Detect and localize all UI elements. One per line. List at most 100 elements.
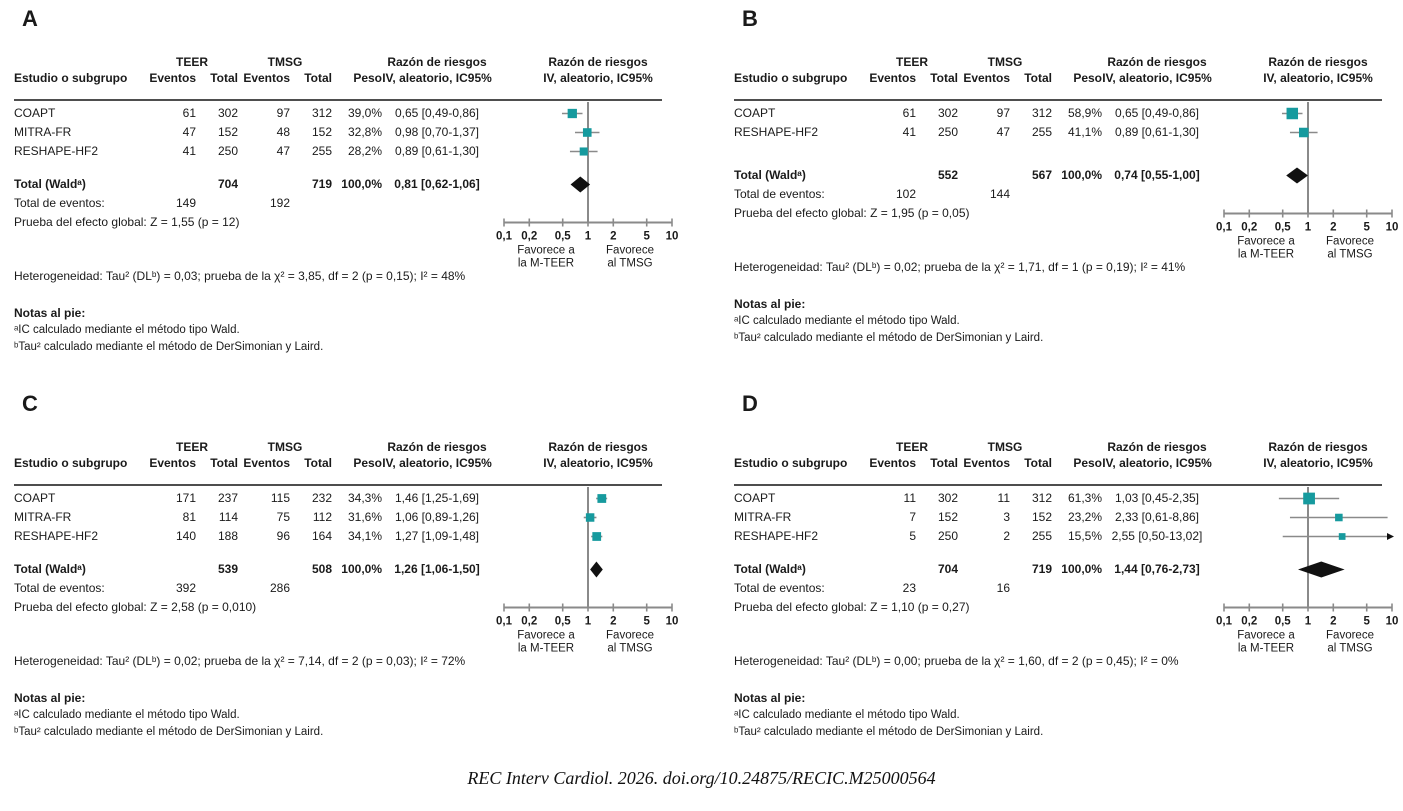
cell: 41 bbox=[902, 125, 916, 139]
cell: 32,8% bbox=[347, 125, 382, 139]
tick-label: 2 bbox=[1330, 616, 1336, 628]
forest-panel-d: D TEER TMSG Razón de riesgos Estudio o subgr… bbox=[706, 385, 1403, 770]
cell: 250 bbox=[217, 144, 238, 158]
tick-label: 5 bbox=[1364, 616, 1371, 628]
cell: 152 bbox=[1031, 510, 1052, 524]
effect-test-text: Prueba del efecto global: Z = 1,95 (p = … bbox=[734, 206, 970, 220]
cell: 23,2% bbox=[1067, 510, 1102, 524]
tick-label: 0,1 bbox=[496, 231, 513, 243]
cell: 719 bbox=[311, 177, 332, 191]
footnotes-title: Notas al pie: bbox=[14, 691, 86, 705]
cell: Total de eventos: bbox=[14, 196, 105, 210]
cell: 1,46 [1,25-1,69] bbox=[394, 491, 480, 505]
plot-header-line1: Razón de riesgos bbox=[548, 440, 648, 454]
cell: 188 bbox=[217, 529, 238, 543]
footnote: ᵃIC calculado mediante el método tipo Wa… bbox=[14, 709, 240, 721]
favors-right-label: Favorece bbox=[606, 245, 654, 257]
total-events-row: Total de eventos: 392 286 bbox=[14, 579, 664, 598]
cell: MITRA-FR bbox=[14, 125, 72, 139]
panel-inner: D TEER TMSG Razón de riesgos Estudio o subgr… bbox=[734, 385, 1403, 770]
cell: 61 bbox=[182, 106, 196, 120]
footnote: ᵇTau² calculado mediante el método de De… bbox=[734, 726, 1044, 738]
cell: 75 bbox=[276, 510, 290, 524]
total-row: Total (Waldᵃ) 704 719 100,0% 1,44 [0,76-2,73… bbox=[734, 560, 1384, 579]
summary-diamond bbox=[1297, 561, 1345, 578]
col-header-rr-2: IV, aleatorio, IC95% bbox=[1102, 456, 1212, 470]
summary-diamond bbox=[570, 176, 591, 193]
cell: MITRA-FR bbox=[734, 510, 792, 524]
col-header-events-teer: Eventos bbox=[869, 456, 916, 470]
cell: 255 bbox=[311, 144, 332, 158]
cell: 250 bbox=[937, 529, 958, 543]
cell: 114 bbox=[218, 510, 238, 524]
cell: 15,5% bbox=[1067, 529, 1102, 543]
favors-right-label: al TMSG bbox=[607, 258, 652, 270]
panel-label: A bbox=[22, 6, 39, 31]
tick-label: 0,5 bbox=[555, 616, 572, 628]
cell: 100,0% bbox=[1061, 562, 1102, 576]
table-header: TEER TMSG Razón de riesgos Estudio o subgru… bbox=[14, 439, 492, 471]
col-group-teer: TEER bbox=[175, 440, 208, 454]
col-header-total-tmsg: Total bbox=[304, 71, 332, 85]
study-marker bbox=[585, 513, 595, 522]
total-events-row: Total de eventos: 149 192 bbox=[14, 194, 664, 213]
col-group-teer: TEER bbox=[175, 55, 208, 69]
panel-label: B bbox=[742, 6, 759, 31]
total-row: Total (Waldᵃ) 552 567 100,0% 0,74 [0,55-1,00… bbox=[734, 166, 1384, 185]
col-header-events-tmsg: Eventos bbox=[243, 456, 290, 470]
cell: 47 bbox=[996, 125, 1010, 139]
header-rule bbox=[14, 99, 662, 101]
tick-label: 10 bbox=[666, 616, 679, 628]
cell: 0,89 [0,61-1,30] bbox=[394, 144, 480, 158]
favors-left-label: Favorece a bbox=[1237, 236, 1295, 248]
col-header-weight: Peso bbox=[1073, 71, 1102, 85]
effect-test-text: Prueba del efecto global: Z = 1,55 (p = … bbox=[14, 215, 240, 229]
study-marker bbox=[579, 147, 588, 156]
cell: Total (Waldᵃ) bbox=[14, 177, 86, 191]
total-row: Total (Waldᵃ) 539 508 100,0% 1,26 [1,06-1,50… bbox=[14, 560, 664, 579]
cell: 302 bbox=[937, 106, 958, 120]
favors-right-label: Favorece bbox=[1326, 236, 1374, 248]
cell: 81 bbox=[182, 510, 196, 524]
study-row: RESHAPE-HF2 41 250 47 255 28,2% 0,89 [0,61-1,3… bbox=[14, 142, 664, 161]
plot-header-line1: Razón de riesgos bbox=[1268, 440, 1368, 454]
heterogeneity-text: Heterogeneidad: Tau² (DLᵇ) = 0,00; prueb… bbox=[734, 654, 1179, 668]
col-header-study: Estudio o subgrupo bbox=[14, 456, 128, 470]
summary-diamond bbox=[1286, 167, 1308, 184]
forest-plot-svg: 0,1 0,2 0,5 1 2 5 10 Favorece ala M-TEER Favorec… bbox=[1216, 102, 1398, 261]
favors-right-label: al TMSG bbox=[1327, 643, 1372, 655]
tick-label: 0,1 bbox=[1216, 616, 1233, 628]
citation: REC Interv Cardiol. 2026. doi.org/10.248… bbox=[467, 768, 936, 788]
cell bbox=[196, 194, 238, 213]
study-row: RESHAPE-HF2 140 188 96 164 34,1% 1,27 [1,09-1,… bbox=[14, 527, 664, 546]
table-header: TEER TMSG Razón de riesgos Estudio o subgru… bbox=[734, 439, 1212, 471]
col-header-total-teer: Total bbox=[210, 456, 238, 470]
cell: 152 bbox=[311, 125, 332, 139]
cell: 41,1% bbox=[1067, 125, 1102, 139]
forest-panel-a: A TEER TMSG Razón de riesgos Estudio o subgr… bbox=[0, 0, 706, 385]
study-marker bbox=[582, 128, 592, 137]
footnote: ᵃIC calculado mediante el método tipo Wa… bbox=[14, 324, 240, 336]
cell: 237 bbox=[217, 491, 238, 505]
header-rule bbox=[734, 484, 1382, 486]
cell: 302 bbox=[217, 106, 238, 120]
cell bbox=[332, 579, 382, 598]
favors-left-label: la M-TEER bbox=[1238, 643, 1294, 655]
plot-header-line2: IV, aleatorio, IC95% bbox=[1263, 456, 1373, 470]
cell: 144 bbox=[989, 187, 1010, 201]
cell: 140 bbox=[175, 529, 196, 543]
footnote: ᵇTau² calculado mediante el método de De… bbox=[14, 341, 324, 353]
heterogeneity-text: Heterogeneidad: Tau² (DLᵇ) = 0,02; prueb… bbox=[14, 654, 466, 668]
cell bbox=[238, 175, 290, 194]
cell bbox=[1052, 579, 1102, 598]
tick-label: 0,2 bbox=[1241, 222, 1257, 234]
cell: 302 bbox=[937, 491, 958, 505]
footnotes: Notas al pie: ᵃIC calculado mediante el m… bbox=[734, 690, 1384, 741]
cell bbox=[1010, 185, 1052, 204]
summary-diamond bbox=[590, 561, 603, 578]
cell bbox=[916, 579, 958, 598]
study-row: COAPT 171 237 115 232 34,3% 1,46 [1,25-1,69] bbox=[14, 489, 664, 508]
tick-label: 0,1 bbox=[1216, 222, 1233, 234]
col-header-weight: Peso bbox=[353, 456, 382, 470]
cell bbox=[196, 579, 238, 598]
